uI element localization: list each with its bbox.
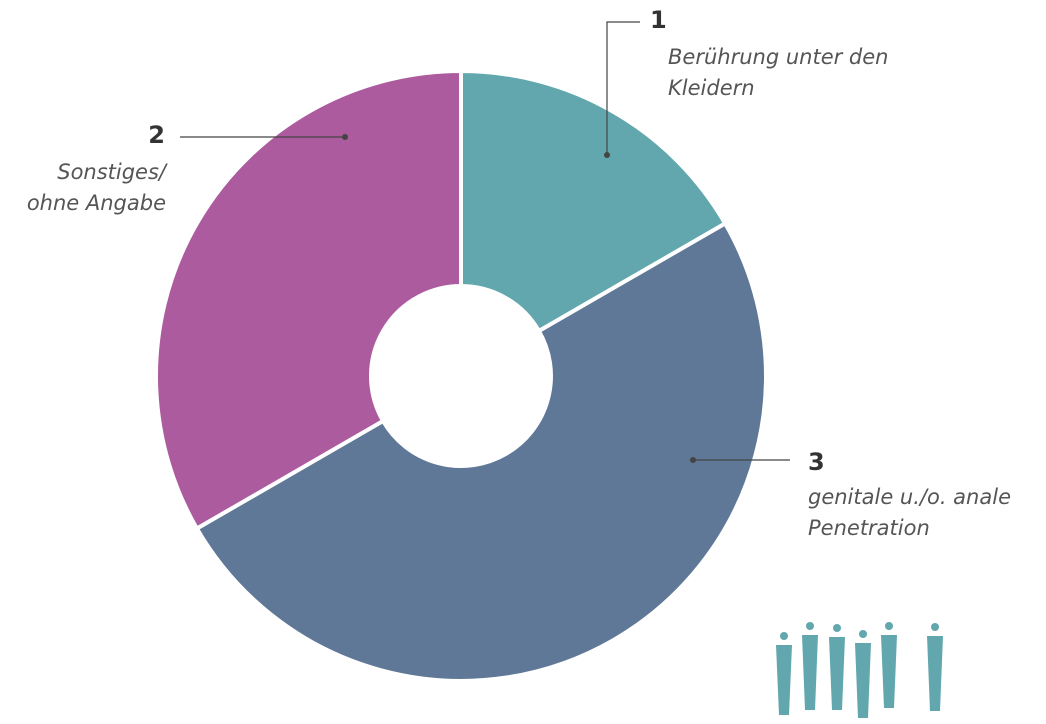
category-label: Berührung unter den Kleidern [668,45,889,100]
donut-slice [154,68,463,532]
value-label: 2 [148,121,165,149]
value-label: 3 [808,448,825,476]
people-icons [776,622,943,718]
donut-slice [459,68,728,334]
category-label: genitale u./o. anale Penetration [808,485,1011,540]
donut-slice [194,220,768,683]
leader-lines [180,21,790,461]
value-label: 1 [650,6,667,34]
leader-dots [342,134,696,463]
category-label: Sonstiges/ ohne Angabe [26,160,166,215]
